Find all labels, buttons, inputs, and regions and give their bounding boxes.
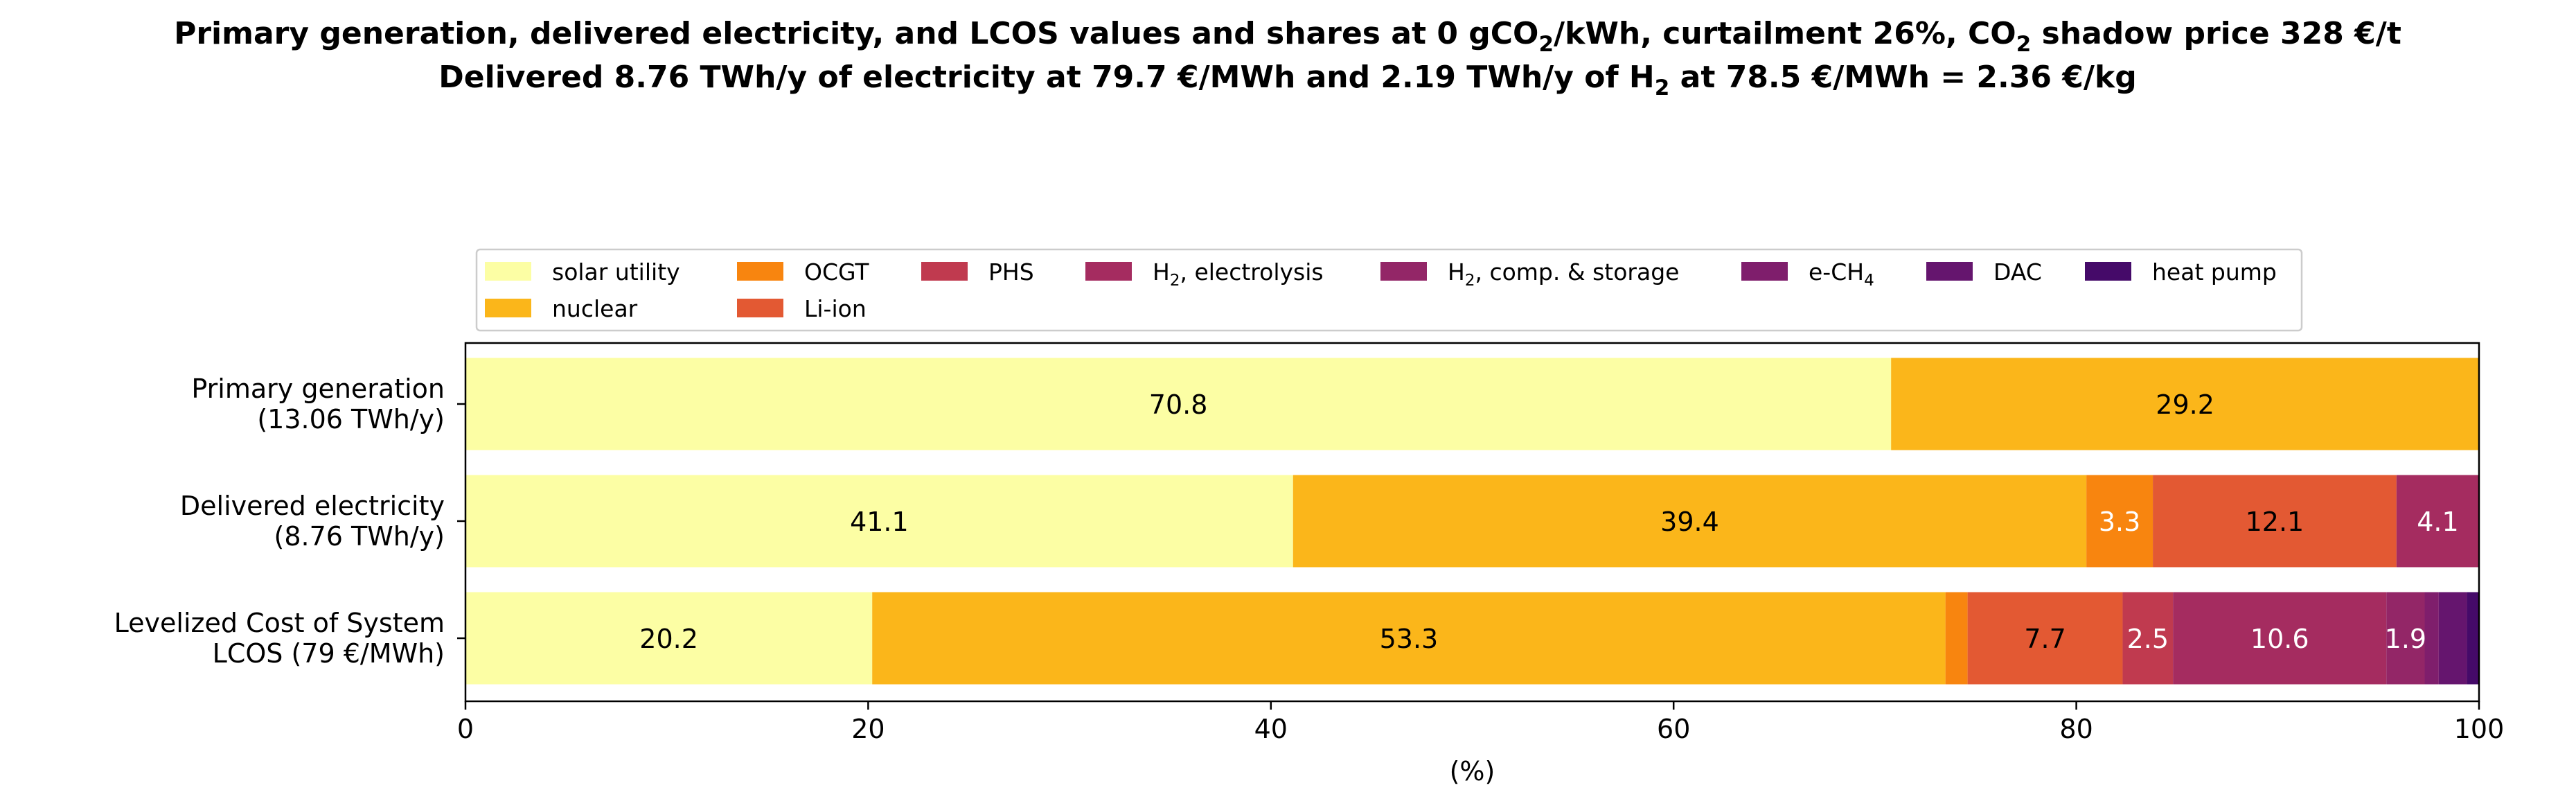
legend: solar utility nuclear OCGT Li-ion PHS H2, ele… <box>475 248 2303 332</box>
bar-data-label: 20.2 <box>639 624 698 654</box>
legend-label: heat pump <box>2152 258 2277 286</box>
legend-label: DAC <box>1993 258 2042 286</box>
legend-item: PHS <box>921 258 1034 286</box>
bar-data-label: 7.7 <box>2024 624 2066 654</box>
bar-segment <box>2153 475 2397 568</box>
bar-data-label: 70.8 <box>1149 389 1208 420</box>
bar-data-label: 12.1 <box>2246 507 2304 537</box>
y-tick-label: (13.06 TWh/y) <box>257 404 445 434</box>
x-tick-label: 0 <box>457 714 474 744</box>
legend-swatch <box>485 262 531 281</box>
bar-data-label: 2.5 <box>2127 624 2169 654</box>
x-axis-label: (%) <box>1450 756 1495 787</box>
x-tick-label: 60 <box>1657 714 1690 744</box>
legend-label: nuclear <box>552 295 638 322</box>
bar-segment <box>1293 475 2087 568</box>
legend-label: e-CH4 <box>1809 258 1874 290</box>
legend-item: Li-ion <box>737 295 867 322</box>
bar-data-label: 41.1 <box>850 507 909 537</box>
legend-label: H2, electrolysis <box>1153 258 1324 290</box>
legend-item: heat pump <box>2085 258 2277 286</box>
chart-title: Primary generation, delivered electricit… <box>174 16 2401 100</box>
bar-data-label: 29.2 <box>2156 389 2214 420</box>
legend-label: H2, comp. & storage <box>1448 258 1679 290</box>
plot-area: 70.8 29.2 41.1 39.4 3.3 12.1 4.1 20.2 53.3 7.7 2.5… <box>465 343 2479 701</box>
legend-swatch <box>921 262 968 281</box>
axes-frame <box>464 342 2480 703</box>
bar-data-label: 10.6 <box>2250 624 2309 654</box>
title-line-1: Primary generation, delivered electricit… <box>174 16 2401 57</box>
legend-swatch <box>1085 262 1132 281</box>
bar-segment <box>2467 592 2479 685</box>
legend-label: solar utility <box>552 258 680 286</box>
bar-segment <box>872 592 1946 685</box>
bar-segment <box>2386 592 2425 685</box>
bar-segment <box>2173 592 2387 685</box>
bar-data-label: 4.1 <box>2417 507 2458 537</box>
legend-swatch <box>1380 262 1427 281</box>
legend-label: PHS <box>988 258 1034 286</box>
bar-segment <box>2086 475 2153 568</box>
bar-segment <box>465 475 1293 568</box>
x-tick-label: 20 <box>851 714 885 744</box>
x-tick-label: 40 <box>1254 714 1288 744</box>
bar-data-label: 1.9 <box>2385 624 2426 654</box>
legend-swatch <box>1741 262 1788 281</box>
legend-item: H2, comp. & storage <box>1380 258 1679 290</box>
legend-swatch <box>2085 262 2131 281</box>
legend-item: H2, electrolysis <box>1085 258 1324 290</box>
bar-segment <box>1967 592 2123 685</box>
bar-segment <box>1945 592 1968 685</box>
title-line-2: Delivered 8.76 TWh/y of electricity at 7… <box>438 60 2137 100</box>
legend-item: solar utility <box>485 258 680 286</box>
y-tick-label: (8.76 TWh/y) <box>274 521 445 552</box>
legend-swatch <box>485 299 531 317</box>
bar-segment <box>465 592 873 685</box>
legend-label: OCGT <box>804 258 869 286</box>
legend-swatch <box>1926 262 1973 281</box>
bar-data-label: 39.4 <box>1660 507 1719 537</box>
y-tick-label: Delivered electricity <box>180 491 445 521</box>
x-tick-label: 80 <box>2059 714 2093 744</box>
x-tick-label: 100 <box>2454 714 2505 744</box>
legend-item: nuclear <box>485 295 638 322</box>
y-tick-label: LCOS (79 €/MWh) <box>213 638 445 669</box>
legend-item: OCGT <box>737 258 869 286</box>
bar-segment <box>2122 592 2174 685</box>
bar-segment <box>2438 592 2467 685</box>
bar-segment <box>465 358 1892 450</box>
bar-segment <box>2424 592 2439 685</box>
legend-label: Li-ion <box>804 295 867 322</box>
legend-item: DAC <box>1926 258 2042 286</box>
bar-data-label: 53.3 <box>1380 624 1439 654</box>
bar-data-label: 3.3 <box>2099 507 2140 537</box>
legend-swatch <box>737 299 783 317</box>
y-tick-label: Primary generation <box>191 374 445 404</box>
axes: 0 20 40 60 80 100 (%) Primary generation (13.06… <box>114 342 2505 787</box>
legend-item: e-CH4 <box>1741 258 1874 290</box>
y-tick-label: Levelized Cost of System <box>114 608 445 638</box>
legend-swatch <box>737 262 783 281</box>
bar-segment <box>1891 358 2479 450</box>
bar-segment <box>2396 475 2479 568</box>
